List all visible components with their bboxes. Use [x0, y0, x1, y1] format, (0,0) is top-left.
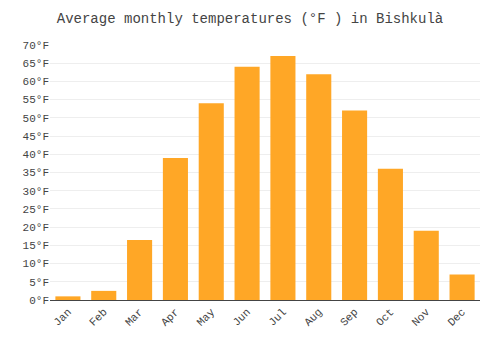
- svg-text:45°F: 45°F: [23, 131, 49, 143]
- svg-text:Jun: Jun: [231, 306, 253, 328]
- svg-text:Nov: Nov: [410, 306, 433, 329]
- svg-text:70°F: 70°F: [23, 40, 49, 52]
- svg-text:Mar: Mar: [123, 306, 145, 328]
- svg-text:65°F: 65°F: [23, 58, 49, 70]
- svg-text:35°F: 35°F: [23, 167, 49, 179]
- svg-text:Average monthly temperatures (: Average monthly temperatures (°F ) in Bi…: [57, 11, 443, 27]
- svg-text:0°F: 0°F: [29, 295, 49, 307]
- svg-text:Oct: Oct: [374, 306, 396, 328]
- svg-text:5°F: 5°F: [29, 277, 49, 289]
- svg-text:Jan: Jan: [51, 306, 73, 328]
- svg-text:20°F: 20°F: [23, 222, 49, 234]
- svg-text:55°F: 55°F: [23, 94, 49, 106]
- svg-text:15°F: 15°F: [23, 240, 49, 252]
- svg-text:Apr: Apr: [159, 306, 181, 328]
- svg-text:50°F: 50°F: [23, 113, 49, 125]
- svg-text:May: May: [195, 306, 218, 329]
- svg-text:Dec: Dec: [446, 306, 468, 328]
- svg-text:Feb: Feb: [87, 306, 109, 328]
- svg-text:25°F: 25°F: [23, 204, 49, 216]
- svg-text:60°F: 60°F: [23, 76, 49, 88]
- svg-text:Aug: Aug: [302, 306, 324, 328]
- svg-text:40°F: 40°F: [23, 149, 49, 161]
- svg-text:Sep: Sep: [338, 306, 360, 328]
- svg-text:10°F: 10°F: [23, 258, 49, 270]
- svg-text:Jul: Jul: [266, 306, 288, 328]
- svg-text:30°F: 30°F: [23, 186, 49, 198]
